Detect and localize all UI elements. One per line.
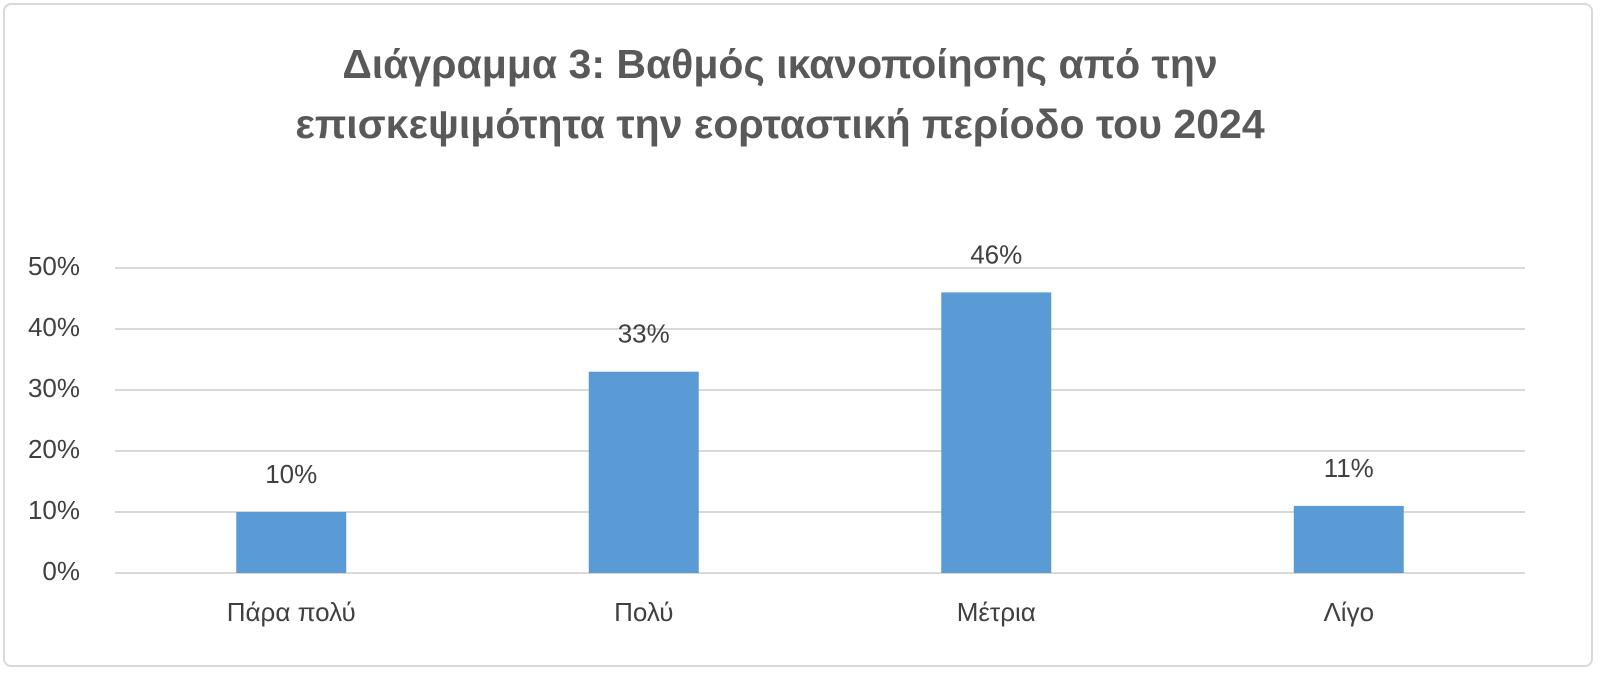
x-tick-label: Λίγο (1323, 597, 1374, 627)
y-tick-label: 40% (28, 312, 80, 342)
data-label: 33% (618, 319, 670, 349)
y-tick-label: 10% (28, 495, 80, 525)
x-tick-label: Πολύ (614, 597, 673, 627)
bar (236, 512, 347, 573)
bar (588, 371, 699, 573)
data-label: 46% (970, 239, 1022, 269)
y-tick-label: 50% (28, 251, 80, 281)
chart-title: Διάγραμμα 3: Βαθμός ικανοποίησης από την… (295, 41, 1265, 147)
y-tick-label: 20% (28, 434, 80, 464)
bar (941, 292, 1052, 573)
y-tick-label: 0% (42, 556, 80, 586)
data-label: 11% (1324, 453, 1374, 483)
x-tick-label: Πάρα πολύ (227, 597, 356, 627)
x-tick-label: Μέτρια (957, 597, 1036, 627)
bar (1293, 505, 1404, 573)
chart-border (3, 3, 1593, 667)
data-label: 10% (265, 459, 317, 489)
y-tick-label: 30% (28, 373, 80, 403)
